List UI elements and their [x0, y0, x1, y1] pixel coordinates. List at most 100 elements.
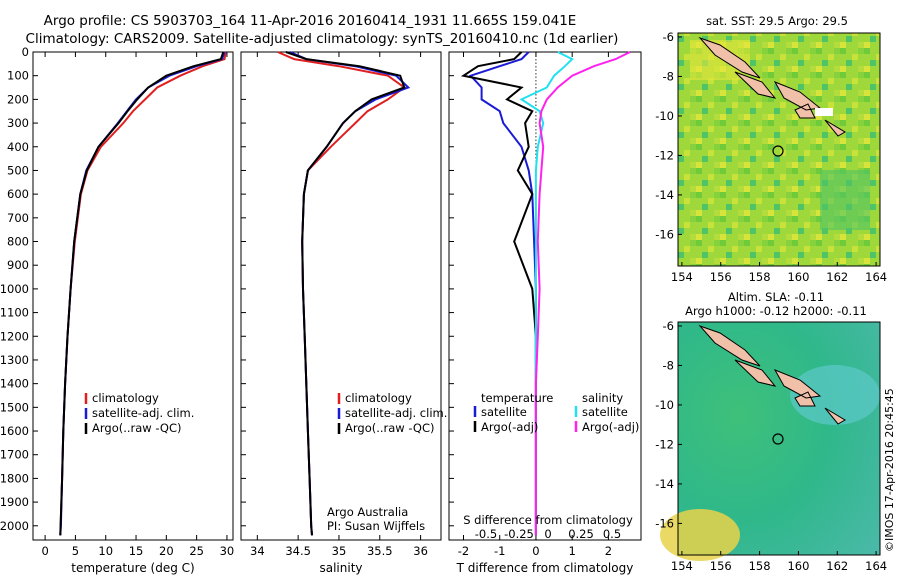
temperature-frame: [32, 51, 234, 541]
y-tick-label: 1300: [0, 353, 29, 367]
x-tick-label: 30: [220, 544, 235, 558]
map-y-tick-label: -14: [655, 188, 674, 202]
sla-map-panel: Altim. SLA: -0.11 Argo h1000: -0.12 h200…: [655, 290, 887, 573]
sst-float-marker: [772, 145, 784, 157]
legend-label: Argo(-adj): [582, 420, 639, 434]
y-tick-label: 1800: [0, 471, 29, 485]
salinity-panel: 34 34.5 35 35.5 36 salinity climatologysatelli…: [240, 51, 447, 575]
sla-high-patch: [660, 509, 740, 561]
y-tick-label: 200: [7, 92, 29, 106]
sla-map-frame: [677, 321, 881, 556]
legend-heading: temperature: [481, 391, 553, 405]
figure-title-line2: Climatology: CARS2009. Satellite-adjuste…: [26, 31, 619, 47]
top-axis-tick-label: -0.25: [504, 527, 534, 541]
legend-heading: salinity: [582, 391, 623, 405]
legend-label: Argo(-adj): [481, 420, 538, 434]
map-y-tick-label: -14: [655, 477, 674, 491]
sst-island-chain: [698, 36, 846, 137]
legend-label: satellite: [481, 405, 527, 419]
sst-island-gap: [815, 108, 833, 116]
map-x-tick-label: 158: [749, 270, 771, 284]
map-y-tick-label: -10: [655, 109, 674, 123]
x-tick-label: 1: [569, 544, 576, 558]
legend-label: satellite-adj. clim.: [345, 406, 447, 420]
sst-map-ticks: 154 156 158 160 162 164 -6 -8 -10 -12 -14 -16: [655, 30, 887, 284]
map-y-tick-label: -16: [655, 516, 674, 530]
top-axis-label: S difference from climatology: [463, 513, 633, 527]
legend-label: climatology: [345, 391, 412, 405]
map-x-tick-label: 160: [787, 559, 809, 573]
map-x-tick-label: 158: [749, 559, 771, 573]
legend-label: climatology: [92, 391, 159, 405]
series-line-argo-raw-qc-: [59, 51, 225, 536]
y-tick-label: 100: [7, 69, 29, 83]
x-tick-label: 20: [159, 544, 174, 558]
figure-title-line1: Argo profile: CS 5903703_164 11-Apr-2016…: [44, 13, 577, 29]
y-tick-label: 300: [7, 116, 29, 130]
y-tick-label: 1700: [0, 448, 29, 462]
y-tick-label: 1600: [0, 424, 29, 438]
map-x-tick-label: 156: [710, 270, 732, 284]
y-tick-label: 700: [7, 211, 29, 225]
y-tick-label: 800: [7, 235, 29, 249]
sla-map-ticks: 154 156 158 160 162 164 -6 -8 -10 -12 -14 -16: [655, 319, 887, 573]
map-x-tick-label: 160: [787, 270, 809, 284]
owner-annotation: Argo Australia: [327, 505, 408, 519]
x-tick-label: 25: [189, 544, 204, 558]
map-y-tick-label: -10: [655, 398, 674, 412]
series-line-argo-raw-qc-: [285, 51, 406, 536]
series-line-salinity-argo-adj-: [534, 51, 631, 536]
top-axis-tick-label: -0.5: [475, 527, 497, 541]
x-tick-label: -2: [458, 544, 469, 558]
y-tick-label: 0: [22, 45, 29, 59]
map-y-tick-label: -8: [663, 69, 674, 83]
map-y-tick-label: -12: [655, 148, 674, 162]
map-y-tick-label: -8: [663, 358, 674, 372]
y-tick-label: 2000: [0, 519, 29, 533]
x-tick-label: -1: [494, 544, 505, 558]
salinity-frame: [240, 51, 442, 541]
sst-map-panel: sat. SST: 29.5 Argo: 29.5 154 156 158 160 16…: [655, 14, 887, 284]
y-tick-label: 900: [7, 258, 29, 272]
map-y-tick-label: -16: [655, 227, 674, 241]
difference-frame: [448, 51, 642, 541]
sla-map-title-1: Altim. SLA: -0.11: [728, 290, 824, 304]
legend-label: satellite: [582, 405, 628, 419]
owner-annotation: PI: Susan Wijffels: [327, 519, 425, 533]
legend-label: Argo(..raw -QC): [345, 421, 435, 435]
x-tick-label: 2: [605, 544, 612, 558]
x-tick-label: 0: [41, 544, 48, 558]
y-tick-label: 1400: [0, 377, 29, 391]
x-tick-label: 0: [532, 544, 539, 558]
map-x-tick-label: 162: [826, 559, 848, 573]
y-tick-label: 400: [7, 140, 29, 154]
sla-island-chain: [698, 324, 846, 425]
map-x-tick-label: 162: [826, 270, 848, 284]
map-x-tick-label: 156: [710, 559, 732, 573]
map-x-tick-label: 164: [865, 559, 887, 573]
x-tick-label: 5: [72, 544, 79, 558]
x-axis-label: salinity: [319, 561, 362, 575]
y-tick-label: 500: [7, 163, 29, 177]
map-y-tick-label: -6: [663, 30, 674, 44]
sla-float-marker: [772, 433, 784, 445]
sst-map-title: sat. SST: 29.5 Argo: 29.5: [706, 14, 848, 28]
difference-panel: -2 -1 0 1 2 T difference from climatology temp…: [448, 51, 642, 575]
x-tick-label: 34: [250, 544, 265, 558]
temperature-panel: 0 5 10 15 20 25 300100200300400500600700800900…: [0, 45, 234, 575]
x-tick-label: 35: [332, 544, 347, 558]
imos-credit: ©IMOS 17-Apr-2016 20:45:45: [883, 388, 896, 552]
y-tick-label: 1000: [0, 282, 29, 296]
x-tick-label: 35.5: [367, 544, 393, 558]
x-tick-label: 15: [129, 544, 144, 558]
map-x-tick-label: 154: [671, 559, 693, 573]
sst-map-frame: [677, 32, 881, 267]
sla-map-title-2: Argo h1000: -0.12 h2000: -0.11: [685, 304, 867, 318]
map-x-tick-label: 154: [671, 270, 693, 284]
x-tick-label: 34.5: [285, 544, 311, 558]
y-tick-label: 1900: [0, 495, 29, 509]
sla-low-patch: [790, 365, 880, 425]
y-tick-label: 1200: [0, 329, 29, 343]
y-tick-label: 600: [7, 187, 29, 201]
